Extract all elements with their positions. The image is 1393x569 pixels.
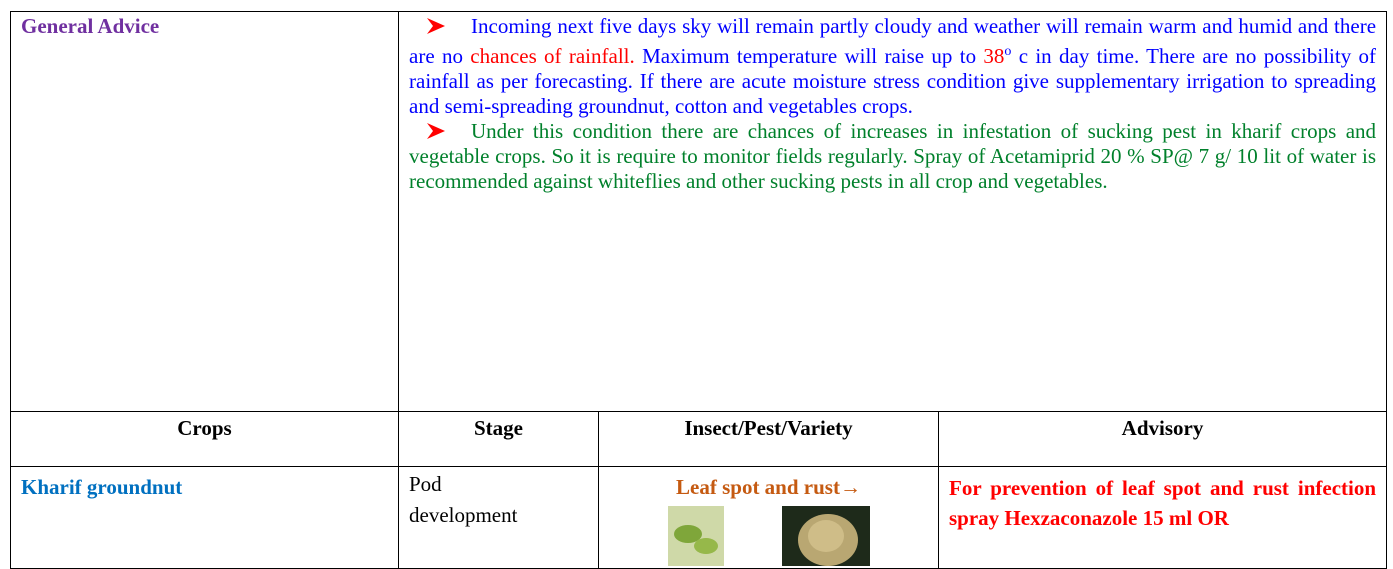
advice-text: Under this condition there are chances o… [409,119,1376,193]
page: {"general_advice": {"label": "General Ad… [0,0,1393,529]
leaf-photo [782,506,870,566]
crop-name: Kharif groundnut [11,467,399,569]
general-advice-row: General Advice Incoming next five days s… [11,12,1387,412]
header-cell: Advisory [939,412,1387,467]
crop-stage: Pod development [399,467,599,569]
advice-text: 38 [983,44,1004,68]
photos [609,506,928,566]
header-cell: Crops [11,412,399,467]
advice-text: chances of rainfall. [470,44,634,68]
leaf-photo [668,506,724,566]
advice-paragraph: Incoming next five days sky will remain … [409,14,1376,119]
advisory-table: General Advice Incoming next five days s… [10,11,1387,569]
stage-text: Pod development [409,469,529,531]
advice-paragraph: Under this condition there are chances o… [409,119,1376,194]
bullet [427,123,445,139]
crop-row: Kharif groundnut Pod development Leaf sp… [11,467,1387,569]
general-advice-text: Incoming next five days sky will remain … [399,12,1387,412]
general-advice-label: General Advice [11,12,399,412]
header-cell: Stage [399,412,599,467]
pest-name: Leaf spot and rust→ [609,475,928,500]
header-row: Crops Stage Insect/Pest/Variety Advisory [11,412,1387,467]
bullet [427,18,445,34]
header-cell: Insect/Pest/Variety [599,412,939,467]
advice-text: Maximum temperature will raise up to [635,44,984,68]
advisory-text: For prevention of leaf spot and rust inf… [939,467,1387,569]
pest-cell: Leaf spot and rust→ [599,467,939,569]
